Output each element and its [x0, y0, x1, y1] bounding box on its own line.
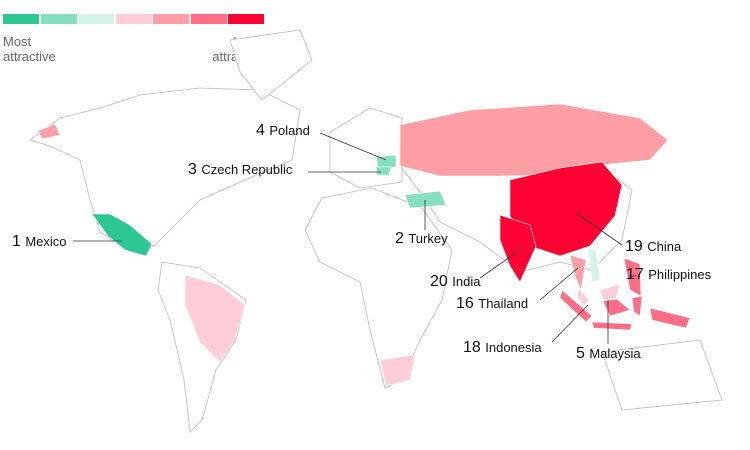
rank: 17: [626, 266, 648, 283]
australia: [601, 339, 723, 411]
rank: 5: [576, 345, 589, 362]
legend-swatch: [3, 14, 39, 24]
country-label: 19 China: [625, 238, 682, 255]
leader-line: [551, 304, 589, 343]
country-label: 16 Thailand: [456, 295, 528, 312]
country-label: 17 Philippines: [626, 266, 712, 283]
indonesia-papua: [649, 307, 691, 329]
europe: [329, 107, 403, 189]
country-label: 4 Poland: [256, 122, 310, 139]
country-name: India: [452, 274, 481, 289]
leader-line: [539, 267, 579, 301]
country-name: Poland: [269, 123, 309, 138]
rank: 20: [430, 273, 452, 290]
country-label: 20 India: [430, 273, 481, 290]
legend-low-label: Most attractive: [3, 34, 56, 64]
brazil: [184, 274, 246, 363]
malaysia-borneo: [599, 283, 621, 301]
czech-republic: [375, 166, 392, 176]
indonesia-java: [591, 321, 633, 331]
country-name: Indonesia: [485, 340, 542, 355]
country-label: 2 Turkey: [395, 230, 448, 247]
country-label: 5 Malaysia: [576, 345, 641, 362]
country-label: 3 Czech Republic: [188, 161, 293, 178]
country-name: China: [647, 239, 682, 254]
leader-line: [479, 249, 521, 279]
vietnam: [587, 247, 601, 283]
alaska: [37, 123, 61, 140]
legend-swatch: [153, 14, 189, 24]
north-america: [29, 87, 301, 253]
malaysia: [576, 287, 590, 307]
legend-swatch: [228, 14, 264, 24]
country-name: Turkey: [408, 231, 448, 246]
country-label: 1 Mexico: [12, 233, 67, 250]
legend-swatch: [115, 14, 152, 24]
russia: [399, 103, 669, 177]
indonesia-sulawesi: [631, 295, 643, 317]
leader-line: [575, 212, 623, 246]
indonesia-sumatra: [559, 289, 593, 323]
rank: 18: [463, 339, 485, 356]
country-labels: 1 Mexico 2 Turkey 3 Czech Republic 4 Poland…: [12, 122, 712, 362]
rank: 16: [456, 295, 478, 312]
leader-line: [319, 132, 387, 161]
legend-swatch: [40, 14, 77, 24]
country-name: Mexico: [25, 234, 66, 249]
turkey: [404, 190, 447, 209]
rank: 19: [625, 238, 647, 255]
country-label: 18 Indonesia: [463, 339, 542, 356]
rank: 1: [12, 233, 25, 250]
country-name: Malaysia: [589, 346, 641, 361]
mexico: [91, 213, 153, 257]
country-name: Czech Republic: [201, 162, 293, 177]
rank: 2: [395, 230, 408, 247]
legend-swatch: [190, 14, 227, 24]
rank: 4: [256, 122, 269, 139]
rank: 3: [188, 161, 201, 178]
greenland: [229, 29, 313, 101]
india: [499, 214, 537, 283]
country-name: Thailand: [478, 296, 528, 311]
indonesia-borneo: [602, 298, 631, 317]
legend-swatch: [78, 14, 114, 24]
country-name: Philippines: [648, 267, 711, 282]
south-africa: [379, 354, 416, 387]
colored-countries: [37, 103, 691, 387]
